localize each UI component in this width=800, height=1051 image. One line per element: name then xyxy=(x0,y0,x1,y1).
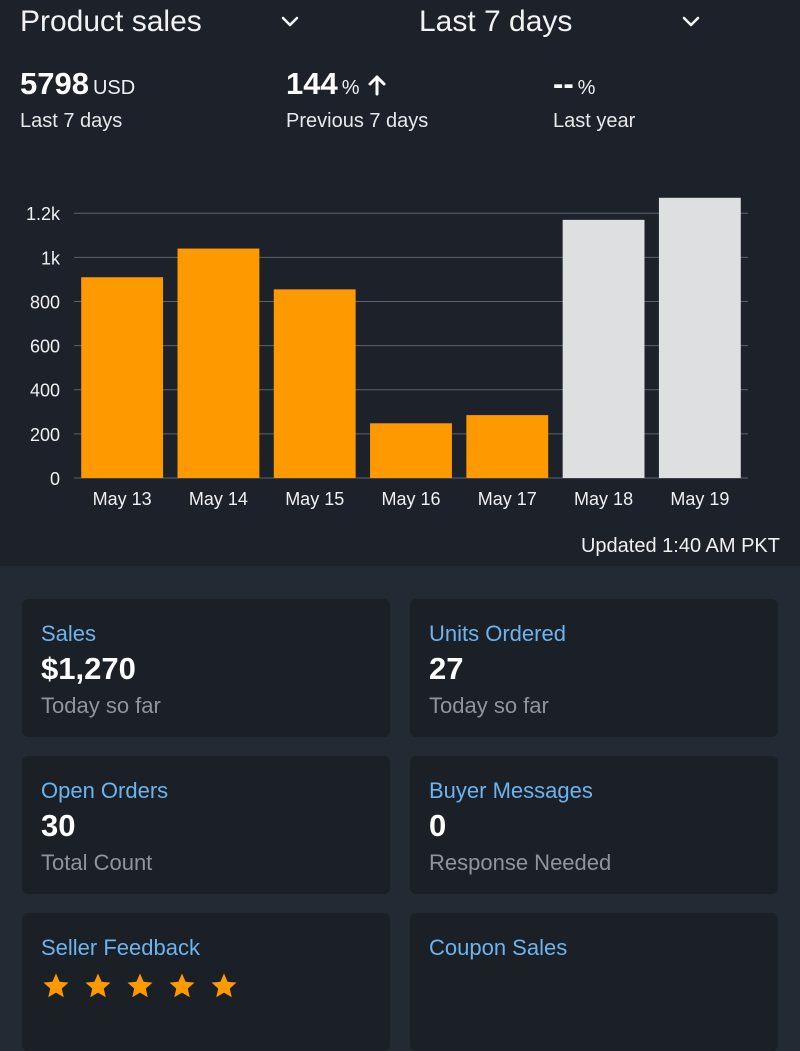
star-icon xyxy=(85,973,111,998)
card-caption: Today so far xyxy=(429,693,549,718)
card-caption: Total Count xyxy=(41,850,153,875)
metric-dropdown-label: Product sales xyxy=(20,5,202,38)
card-value: 27 xyxy=(429,651,464,686)
date-range-dropdown-label: Last 7 days xyxy=(419,5,573,38)
card-caption: Response Needed xyxy=(429,850,612,875)
bar xyxy=(658,197,741,479)
stat-unit: % xyxy=(341,77,360,99)
stat-unit: USD xyxy=(92,77,136,99)
stat-value: 144 xyxy=(286,66,338,101)
x-tick-label: May 18 xyxy=(574,489,633,509)
card-value: 0 xyxy=(429,808,447,843)
x-tick-label: May 19 xyxy=(670,489,729,509)
bar xyxy=(370,423,452,478)
x-tick-label: May 14 xyxy=(189,489,248,509)
x-tick-label: May 16 xyxy=(381,489,440,509)
stat-unit: % xyxy=(577,77,596,99)
updated-timestamp: Updated 1:40 AM PKT xyxy=(580,535,780,557)
star-rating xyxy=(41,971,239,1001)
chevron-down-icon xyxy=(682,16,700,27)
stat-previous-7-days: 144% Previous 7 days xyxy=(286,66,428,133)
bar xyxy=(466,415,549,478)
card-title: Seller Feedback xyxy=(41,935,200,960)
sales-bar-chart: 0 200 400 600 800 1k 1.2k May 13 May 14 May 15 May… xyxy=(26,197,748,509)
stat-caption: Last year xyxy=(553,110,636,132)
card-title: Units Ordered xyxy=(429,621,566,646)
star-icon xyxy=(169,973,195,998)
y-tick-label: 400 xyxy=(30,381,60,401)
star-icon xyxy=(43,973,69,998)
star-icon xyxy=(211,973,237,998)
y-tick-label: 600 xyxy=(30,337,60,357)
bar xyxy=(273,289,356,478)
card-seller-feedback[interactable]: Seller Feedback xyxy=(22,913,390,1051)
x-tick-label: May 15 xyxy=(285,489,344,509)
card-units-ordered[interactable]: Units Ordered 27 Today so far xyxy=(410,599,778,737)
date-range-dropdown[interactable]: Last 7 days xyxy=(419,2,703,42)
y-tick-label: 800 xyxy=(30,292,60,312)
stat-caption: Previous 7 days xyxy=(286,110,429,132)
stat-caption: Last 7 days xyxy=(20,110,123,132)
card-value: 30 xyxy=(41,808,76,843)
card-title: Open Orders xyxy=(41,778,169,803)
card-title: Sales xyxy=(41,621,97,646)
y-tick-label: 1k xyxy=(41,248,61,268)
card-title: Coupon Sales xyxy=(429,935,568,960)
card-sales[interactable]: Sales $1,270 Today so far xyxy=(22,599,390,737)
bar xyxy=(81,277,164,478)
x-tick-label: May 13 xyxy=(93,489,152,509)
y-tick-label: 1.2k xyxy=(26,204,61,224)
metric-dropdown[interactable]: Product sales xyxy=(20,2,302,42)
bar xyxy=(177,248,260,478)
bar xyxy=(562,219,645,478)
y-tick-label: 200 xyxy=(30,425,60,445)
stat-value: -- xyxy=(553,66,574,101)
stat-last-7-days: 5798 USD Last 7 days xyxy=(20,66,135,133)
card-value: $1,270 xyxy=(41,651,136,686)
card-buyer-messages[interactable]: Buyer Messages 0 Response Needed xyxy=(410,756,778,894)
card-caption: Today so far xyxy=(41,693,161,718)
card-open-orders[interactable]: Open Orders 30 Total Count xyxy=(22,756,390,894)
y-tick-label: 0 xyxy=(50,469,60,489)
stat-value: 5798 xyxy=(20,66,89,101)
star-icon xyxy=(127,973,153,998)
stat-last-year: --% Last year xyxy=(553,66,635,133)
card-coupon-sales[interactable]: Coupon Sales xyxy=(410,913,778,1051)
chevron-down-icon xyxy=(281,16,299,27)
x-tick-label: May 17 xyxy=(478,489,537,509)
card-title: Buyer Messages xyxy=(429,778,593,803)
arrow-up-icon xyxy=(368,75,386,96)
